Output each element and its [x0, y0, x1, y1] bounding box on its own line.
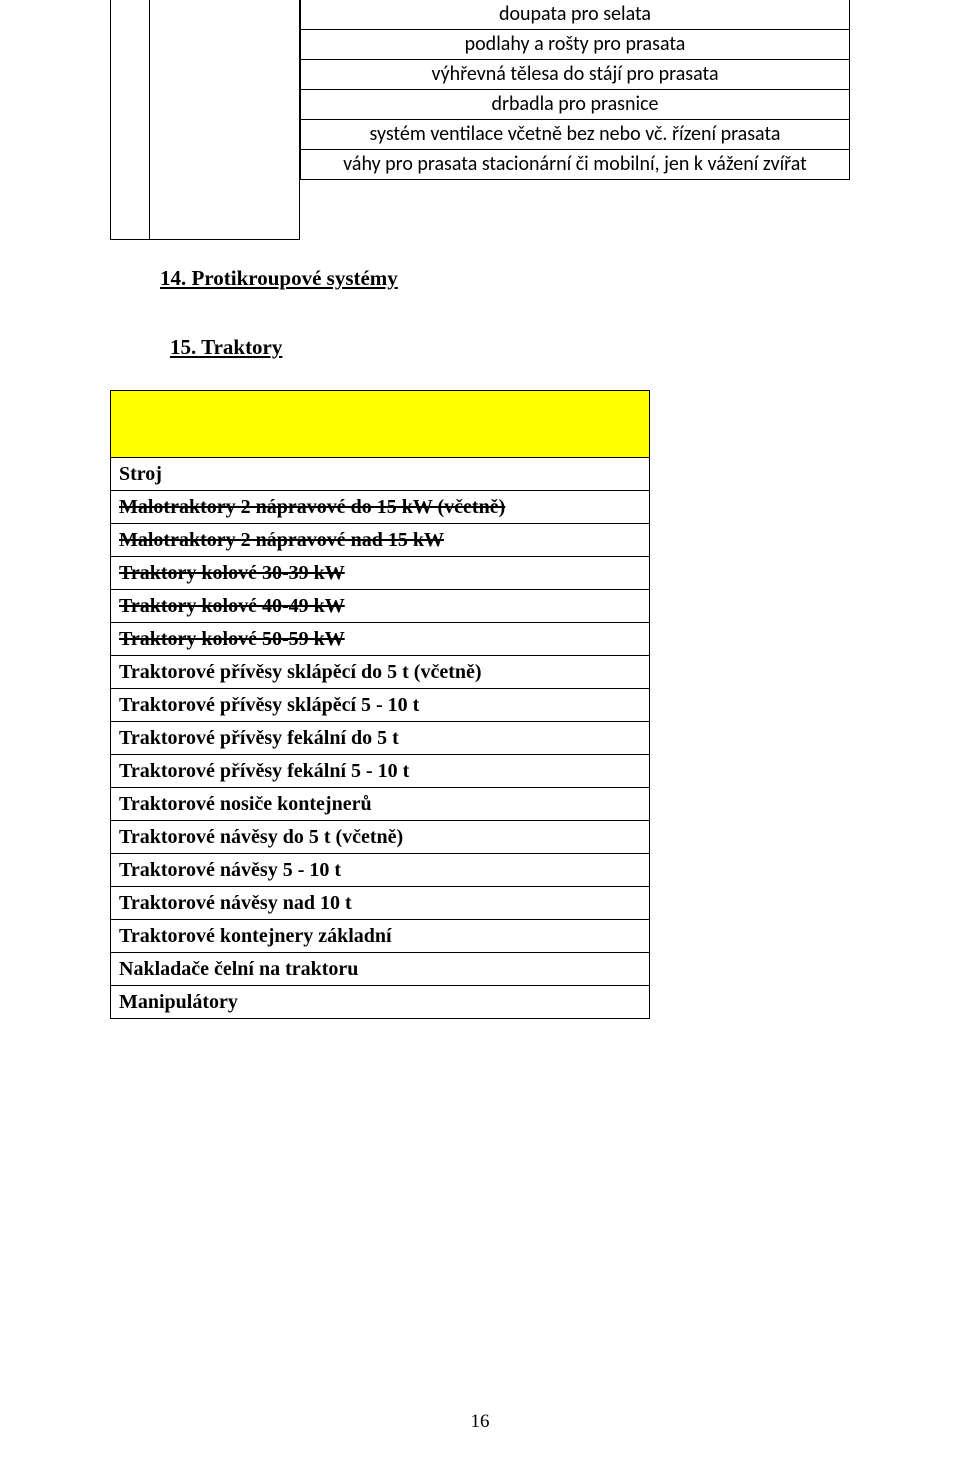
right-table-row: váhy pro prasata stacionární či mobilní,…	[301, 150, 850, 180]
right-table-row: systém ventilace včetně bez nebo vč. říz…	[301, 120, 850, 150]
traktory-table: Stroj Malotraktory 2 nápravové do 15 kW …	[110, 390, 650, 1019]
right-table: doupata pro selatapodlahy a rošty pro pr…	[300, 0, 850, 180]
traktory-column-header: Stroj	[111, 458, 650, 491]
section-15-heading: 15. Traktory	[170, 335, 850, 360]
traktory-row: Traktory kolové 50-59 kW	[111, 623, 650, 656]
traktory-cell: Traktorové návěsy do 5 t (včetně)	[111, 821, 650, 854]
traktory-row: Traktorové přívěsy fekální do 5 t	[111, 722, 650, 755]
traktory-row: Traktorové přívěsy fekální 5 - 10 t	[111, 755, 650, 788]
traktory-row: Traktorové nosiče kontejnerů	[111, 788, 650, 821]
right-table-wrap: doupata pro selatapodlahy a rošty pro pr…	[300, 0, 850, 180]
page: doupata pro selatapodlahy a rošty pro pr…	[0, 0, 960, 1473]
traktory-row: Traktorové návěsy do 5 t (včetně)	[111, 821, 650, 854]
traktory-cell: Traktorové nosiče kontejnerů	[111, 788, 650, 821]
traktory-row: Traktory kolové 30-39 kW	[111, 557, 650, 590]
traktory-cell: Malotraktory 2 nápravové nad 15 kW	[111, 524, 650, 557]
traktory-yellow-header	[111, 391, 650, 458]
traktory-cell: Traktorové návěsy 5 - 10 t	[111, 854, 650, 887]
traktory-cell: Traktorové přívěsy sklápěcí 5 - 10 t	[111, 689, 650, 722]
right-table-row: doupata pro selata	[301, 0, 850, 30]
right-table-row: výhřevná tělesa do stájí pro prasata	[301, 60, 850, 90]
right-table-cell: systém ventilace včetně bez nebo vč. říz…	[301, 120, 850, 150]
traktory-body: Malotraktory 2 nápravové do 15 kW (včetn…	[111, 491, 650, 1019]
traktory-cell: Traktorové kontejnery základní	[111, 920, 650, 953]
traktory-row: Manipulátory	[111, 986, 650, 1019]
traktory-row: Traktorové návěsy 5 - 10 t	[111, 854, 650, 887]
traktory-cell: Traktorové návěsy nad 10 t	[111, 887, 650, 920]
right-table-cell: výhřevná tělesa do stájí pro prasata	[301, 60, 850, 90]
traktory-header-cell: Stroj	[111, 458, 650, 491]
traktory-row: Traktorové přívěsy sklápěcí 5 - 10 t	[111, 689, 650, 722]
traktory-cell: Traktory kolové 30-39 kW	[111, 557, 650, 590]
traktory-cell: Traktory kolové 50-59 kW	[111, 623, 650, 656]
traktory-row: Malotraktory 2 nápravové nad 15 kW	[111, 524, 650, 557]
traktory-row: Traktorové přívěsy sklápěcí do 5 t (včet…	[111, 656, 650, 689]
traktory-cell: Nakladače čelní na traktoru	[111, 953, 650, 986]
right-table-row: drbadla pro prasnice	[301, 90, 850, 120]
traktory-row: Nakladače čelní na traktoru	[111, 953, 650, 986]
right-table-cell: drbadla pro prasnice	[301, 90, 850, 120]
right-table-cell: doupata pro selata	[301, 0, 850, 30]
traktory-row: Traktorové kontejnery základní	[111, 920, 650, 953]
right-table-cell: váhy pro prasata stacionární či mobilní,…	[301, 150, 850, 180]
page-number: 16	[0, 1411, 960, 1433]
traktory-row: Traktorové návěsy nad 10 t	[111, 887, 650, 920]
traktory-cell: Traktory kolové 40-49 kW	[111, 590, 650, 623]
traktory-cell: Traktorové přívěsy fekální do 5 t	[111, 722, 650, 755]
traktory-cell: Traktorové přívěsy sklápěcí do 5 t (včet…	[111, 656, 650, 689]
left-stub-col-2	[150, 0, 300, 240]
left-stub-columns	[110, 0, 300, 240]
section-14-heading: 14. Protikroupové systémy	[160, 266, 850, 291]
traktory-cell: Malotraktory 2 nápravové do 15 kW (včetn…	[111, 491, 650, 524]
traktory-row: Traktory kolové 40-49 kW	[111, 590, 650, 623]
traktory-cell: Manipulátory	[111, 986, 650, 1019]
right-table-row: podlahy a rošty pro prasata	[301, 30, 850, 60]
traktory-cell: Traktorové přívěsy fekální 5 - 10 t	[111, 755, 650, 788]
top-row: doupata pro selatapodlahy a rošty pro pr…	[110, 0, 850, 240]
left-stub-col-1	[110, 0, 150, 240]
right-table-cell: podlahy a rošty pro prasata	[301, 30, 850, 60]
traktory-row: Malotraktory 2 nápravové do 15 kW (včetn…	[111, 491, 650, 524]
